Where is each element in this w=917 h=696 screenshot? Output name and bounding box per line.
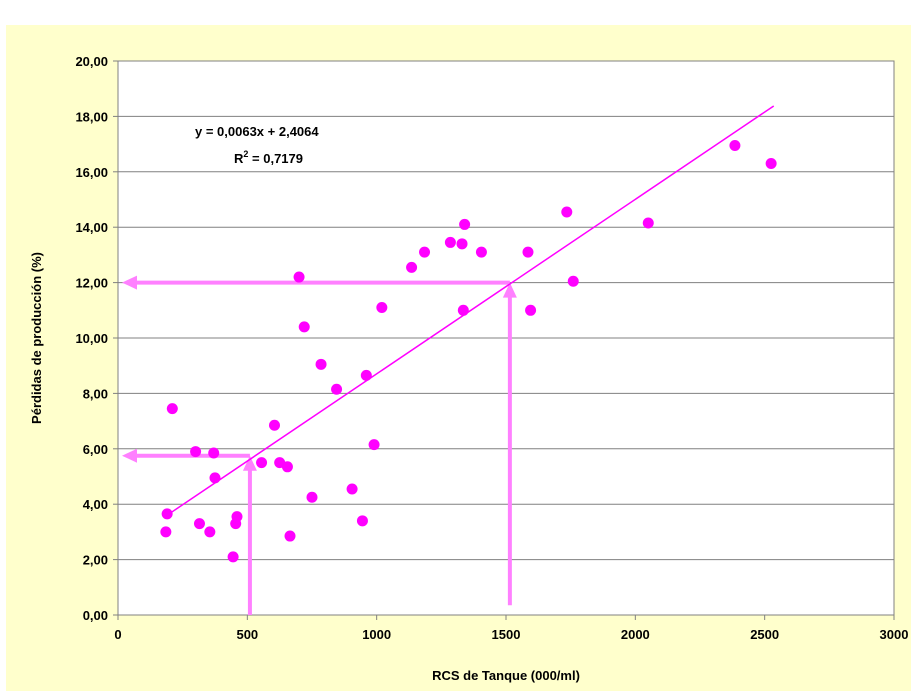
- data-point: [376, 302, 388, 314]
- y-tick-label: 12,00: [75, 276, 108, 291]
- data-point: [346, 483, 358, 495]
- data-point: [419, 246, 431, 258]
- arrow-left-head: [122, 275, 137, 290]
- x-tick-label: 2000: [621, 627, 650, 642]
- data-point: [227, 551, 239, 563]
- trendline: [166, 105, 775, 516]
- data-point: [368, 439, 380, 451]
- data-point: [231, 511, 243, 523]
- x-axis: 0 500 1000 1500 2000 2500 3000: [114, 615, 908, 642]
- y-tick-label: 0,00: [83, 608, 108, 623]
- y-tick-label: 2,00: [83, 553, 108, 568]
- data-point: [360, 369, 372, 381]
- data-point: [561, 206, 573, 218]
- data-point: [765, 157, 777, 169]
- data-point: [315, 358, 327, 370]
- data-point: [193, 518, 205, 530]
- data-point: [268, 419, 280, 431]
- data-point: [298, 321, 310, 333]
- data-point: [475, 246, 487, 258]
- x-tick-label: 1000: [362, 627, 391, 642]
- data-point: [166, 403, 178, 415]
- data-point: [161, 508, 173, 520]
- y-tick-label: 18,00: [75, 109, 108, 124]
- data-point: [567, 275, 579, 287]
- arrow-left-head: [122, 448, 137, 463]
- data-point: [281, 461, 293, 473]
- data-point: [522, 246, 534, 258]
- y-axis-title: Pérdidas de producción (%): [29, 252, 44, 424]
- y-tick-label: 14,00: [75, 220, 108, 235]
- y-axis: 0,00 2,00 4,00 6,00 8,00 10,00 12,00 14,00 16,00…: [75, 54, 118, 623]
- data-point: [406, 261, 418, 273]
- data-point: [208, 447, 220, 459]
- data-point: [459, 218, 471, 230]
- r-squared-prefix: R: [234, 151, 244, 166]
- y-tick-label: 16,00: [75, 165, 108, 180]
- y-tick-label: 8,00: [83, 386, 108, 401]
- y-tick-label: 20,00: [75, 54, 108, 69]
- data-point: [444, 236, 456, 248]
- data-point: [306, 491, 318, 503]
- r-squared-superscript: 2: [243, 149, 248, 159]
- data-point: [284, 530, 296, 542]
- y-tick-label: 6,00: [83, 442, 108, 457]
- data-point: [256, 457, 268, 469]
- x-axis-title: RCS de Tanque (000/ml): [432, 668, 580, 683]
- x-tick-label: 2500: [750, 627, 779, 642]
- data-point: [204, 526, 216, 538]
- x-tick-label: 3000: [880, 627, 909, 642]
- arrow-up-head: [502, 282, 517, 298]
- data-point: [356, 515, 368, 527]
- data-points: [160, 139, 777, 563]
- trendline-layer: [166, 105, 775, 516]
- data-point: [331, 383, 343, 395]
- x-tick-label: 500: [236, 627, 258, 642]
- r-squared-value: = 0,7179: [248, 151, 303, 166]
- data-point: [160, 526, 172, 538]
- data-point: [729, 139, 741, 151]
- data-point: [457, 304, 469, 316]
- data-point: [209, 472, 221, 484]
- data-point: [456, 238, 468, 250]
- arrow-up-head: [242, 455, 257, 471]
- y-tick-label: 10,00: [75, 331, 108, 346]
- x-tick-label: 0: [114, 627, 121, 642]
- r-squared-label: R2 = 0,7179: [234, 149, 303, 166]
- x-tick-label: 1500: [492, 627, 521, 642]
- data-point: [525, 304, 537, 316]
- data-point: [293, 271, 305, 283]
- data-point: [190, 446, 202, 458]
- y-tick-label: 4,00: [83, 497, 108, 512]
- trendline-equation: y = 0,0063x + 2,4064: [195, 124, 319, 139]
- data-point: [642, 217, 654, 229]
